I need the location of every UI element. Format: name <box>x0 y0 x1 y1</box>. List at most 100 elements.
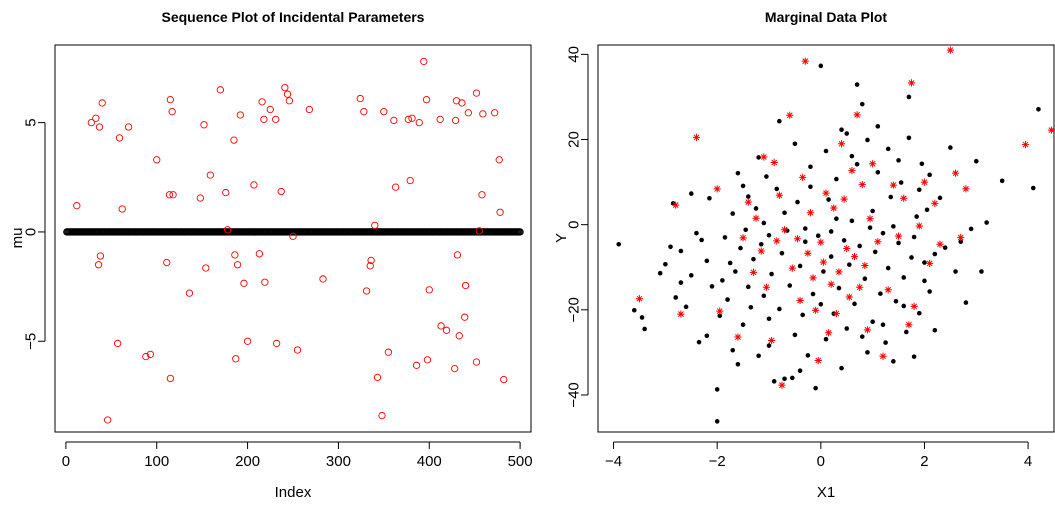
marginal-plot-y-tick-label: −40 <box>566 382 583 407</box>
marginal-plot-point <box>809 274 817 282</box>
marginal-plot-point <box>847 262 852 267</box>
marginal-plot-x-tick-label: −2 <box>709 453 726 470</box>
marginal-plot-point <box>848 166 856 175</box>
marginal-plot-point <box>828 229 834 234</box>
marginal-plot-point <box>852 301 857 307</box>
sequence-plot-x-tick-label: 0 <box>62 453 70 470</box>
marginal-plot-point <box>878 291 883 296</box>
sequence-plot-point <box>283 90 292 98</box>
sequence-plot-point <box>124 123 133 131</box>
sequence-plot-point <box>479 110 487 118</box>
marginal-plot-point <box>735 362 741 367</box>
marginal-plot-point <box>858 181 866 189</box>
marginal-plot-point <box>668 244 673 250</box>
marginal-plot-point <box>800 312 805 318</box>
marginal-plot-x-tick-label: 4 <box>1024 453 1032 470</box>
sequence-plot-point <box>406 176 414 185</box>
sequence-plot-y-tick-label: 0 <box>23 228 40 236</box>
sequence-plot-point <box>475 227 483 235</box>
marginal-plot-point <box>808 184 813 190</box>
sequence-plot-point <box>458 99 466 107</box>
sequence-plot-point <box>423 356 432 364</box>
marginal-plot-point <box>1021 141 1030 149</box>
sequence-plot-point <box>472 358 481 366</box>
sequence-plot-point <box>260 115 268 123</box>
sequence-plot-point <box>236 111 244 119</box>
marginal-plot-point <box>962 185 970 193</box>
sequence-plot-point <box>250 181 258 189</box>
marginal-plot-point <box>905 321 913 329</box>
sequence-plot-point <box>478 191 486 199</box>
marginal-plot-point <box>744 198 752 206</box>
marginal-plot-point <box>843 244 851 253</box>
marginal-plot-point <box>822 189 830 197</box>
sequence-plot-point <box>293 346 302 354</box>
marginal-plot-point <box>762 283 771 291</box>
marginal-plot-point <box>773 237 781 245</box>
marginal-plot-point <box>730 211 736 216</box>
marginal-plot-point <box>688 191 694 196</box>
marginal-plot-point <box>699 237 704 243</box>
marginal-plot-point <box>814 356 822 365</box>
marginal-plot-point <box>863 326 872 334</box>
marginal-plot-point <box>639 315 645 320</box>
sequence-plot-point <box>202 264 210 272</box>
sequence-plot-x-tick-label: 200 <box>235 453 260 470</box>
sequence-plot-point <box>255 250 264 258</box>
marginal-plot-point <box>891 359 896 364</box>
marginal-plot-point <box>756 155 761 160</box>
marginal-plot-point <box>865 137 870 143</box>
sequence-plot-frame <box>54 44 532 433</box>
marginal-plot-point <box>907 79 916 87</box>
marginal-plot-point <box>727 260 733 266</box>
sequence-plot-point <box>461 281 470 290</box>
marginal-plot-point <box>999 178 1005 184</box>
marginal-plot-point <box>673 295 679 300</box>
marginal-plot-point <box>879 352 887 360</box>
marginal-plot-point <box>692 133 701 141</box>
marginal-plot-point <box>957 233 965 242</box>
marginal-plot-point <box>856 283 864 291</box>
marginal-plot-point <box>948 145 953 150</box>
sequence-plot-point <box>366 262 374 270</box>
marginal-plot-point <box>888 194 894 200</box>
marginal-plot-point <box>942 245 948 250</box>
marginal-plot-point <box>916 310 922 316</box>
marginal-plot-point <box>828 254 834 259</box>
marginal-plot-point <box>883 340 888 345</box>
marginal-plot-point <box>720 278 725 283</box>
sequence-plot-point <box>146 350 155 359</box>
sequence-plot-point <box>166 374 175 383</box>
marginal-plot-point <box>835 268 843 276</box>
sequence-plot-point <box>362 287 371 295</box>
marginal-plot-point <box>931 199 939 207</box>
sequence-plot-point <box>142 352 150 361</box>
sequence-plot-panel: Sequence Plot of Incidental Parameters I… <box>9 9 533 501</box>
sequence-plot-point <box>451 364 459 373</box>
marginal-plot-x-tick-label: 0 <box>817 453 825 470</box>
sequence-plot-point <box>371 221 379 230</box>
marginal-plot-point <box>920 178 929 186</box>
sequence-plot-point <box>390 116 398 125</box>
marginal-plot-point <box>844 131 850 136</box>
marginal-plot-point <box>743 227 748 233</box>
marginal-plot-point <box>817 238 825 246</box>
marginal-plot-point <box>788 264 796 272</box>
marginal-plot-point <box>771 379 777 384</box>
marginal-plot-point <box>760 153 768 161</box>
marginal-plot-point <box>850 252 859 261</box>
marginal-plot-point <box>796 296 804 305</box>
marginal-plot-y-tick-label: 0 <box>566 220 583 228</box>
marginal-plot-point <box>802 226 808 231</box>
sequence-plot-point <box>281 83 289 92</box>
marginal-plot-point <box>834 216 839 222</box>
sequence-plot-point <box>442 326 451 334</box>
marginal-plot-point <box>734 333 742 341</box>
marginal-plot-point <box>872 249 878 255</box>
marginal-plot-point <box>849 218 855 224</box>
sequence-plot-point <box>168 108 176 116</box>
sequence-plot-point <box>378 411 386 420</box>
marginal-plot-point <box>862 276 868 282</box>
marginal-plot-point <box>857 243 862 249</box>
